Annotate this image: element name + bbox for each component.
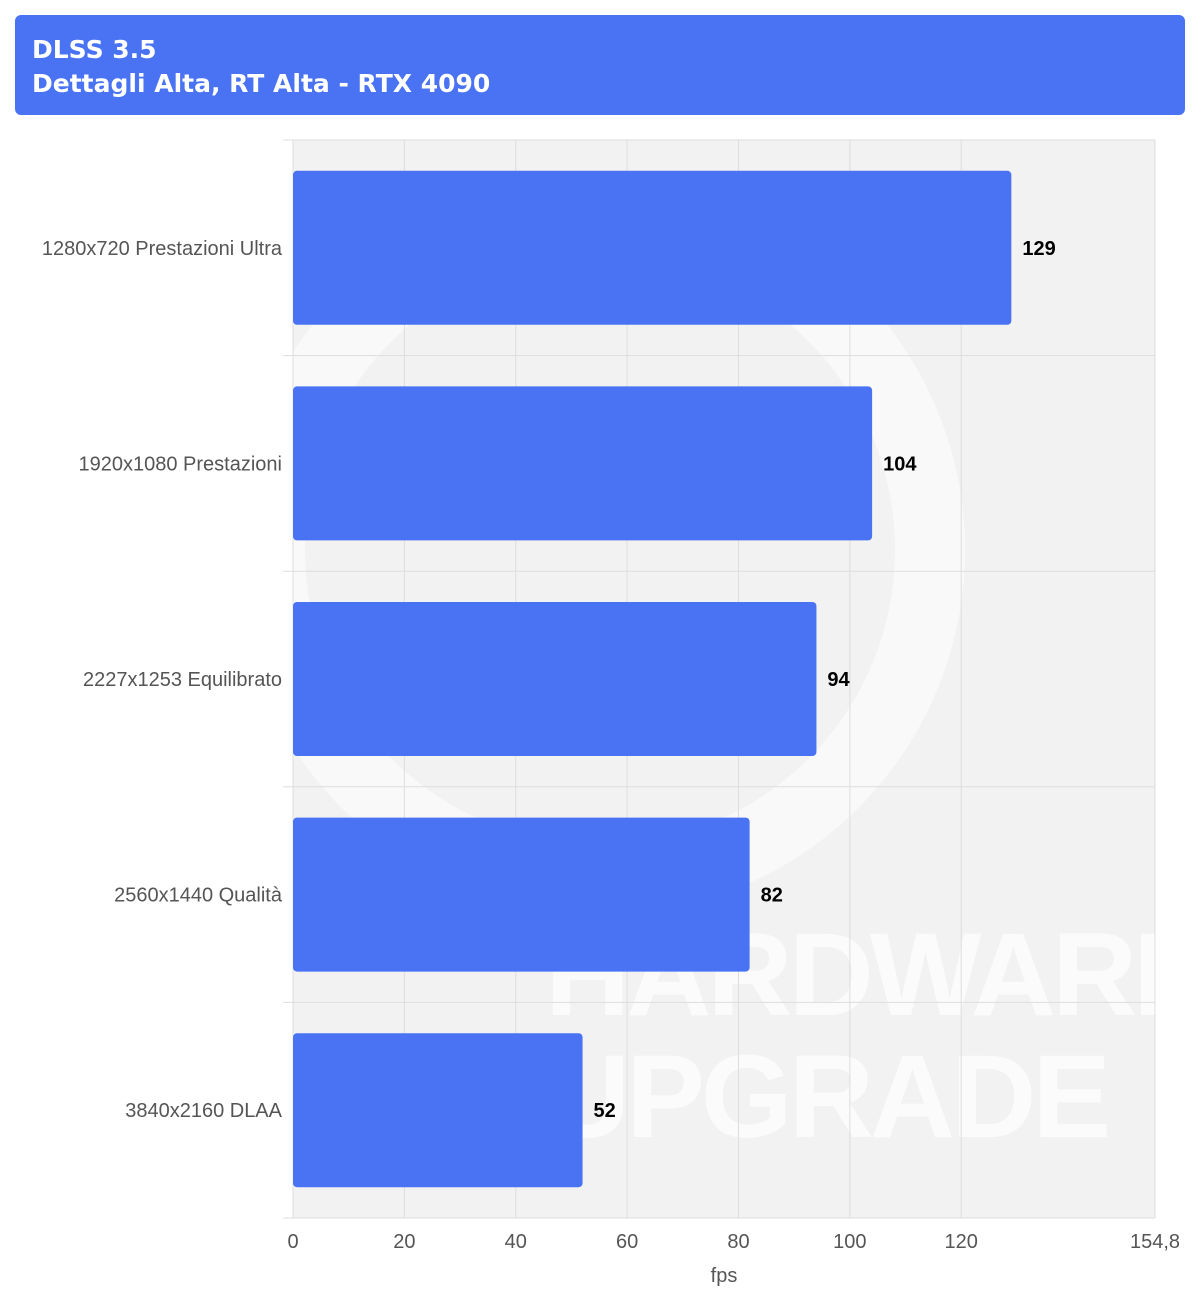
x-tick-label: 100 xyxy=(833,1231,866,1253)
x-tick-label: 20 xyxy=(393,1231,415,1253)
bar xyxy=(293,1033,583,1188)
category-label: 1280x720 Prestazioni Ultra xyxy=(42,238,283,260)
data-label: 129 xyxy=(1022,238,1055,260)
category-label: 1920x1080 Prestazioni xyxy=(79,453,282,475)
x-tick-label: 120 xyxy=(945,1231,978,1253)
bar xyxy=(293,817,750,972)
x-tick-label: 80 xyxy=(727,1231,749,1253)
chart-title: DLSS 3.5 xyxy=(32,35,157,64)
chart-subtitle: Dettagli Alta, RT Alta - RTX 4090 xyxy=(32,69,491,98)
data-label: 94 xyxy=(827,669,850,691)
chart-area: HARDWARE UPGRADE 1280x720 Prestazioni Ultr… xyxy=(0,130,1200,1308)
bar xyxy=(293,170,1012,325)
chart-header: DLSS 3.5 Dettagli Alta, RT Alta - RTX 40… xyxy=(15,15,1185,115)
bar xyxy=(293,602,817,756)
bar xyxy=(293,386,873,541)
watermark-text: UPGRADE xyxy=(545,1031,1107,1163)
data-label: 104 xyxy=(883,453,917,475)
x-axis-label: fps xyxy=(711,1265,738,1287)
x-tick-label: 0 xyxy=(287,1231,298,1253)
category-label: 2227x1253 Equilibrato xyxy=(83,669,282,691)
x-tick-label: 40 xyxy=(505,1231,527,1253)
data-label: 82 xyxy=(761,885,783,907)
x-tick-label: 154,8 xyxy=(1130,1231,1180,1253)
category-label: 2560x1440 Qualità xyxy=(114,885,283,907)
category-label: 3840x2160 DLAA xyxy=(125,1100,282,1122)
x-tick-label: 60 xyxy=(616,1231,638,1253)
data-label: 52 xyxy=(594,1100,616,1122)
